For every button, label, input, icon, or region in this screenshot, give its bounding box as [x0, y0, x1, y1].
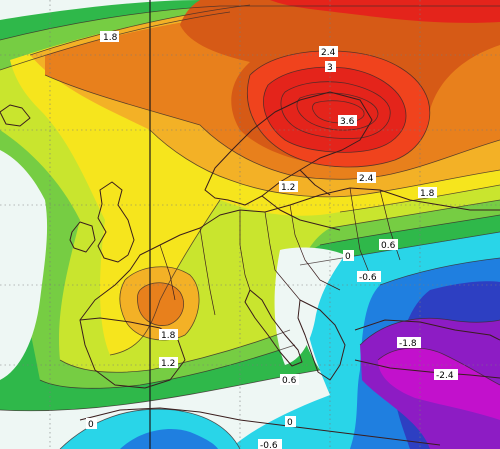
- contour-line: [0, 5, 500, 41]
- border-lines: [159, 187, 401, 316]
- coastline-great-britain: [97, 181, 135, 263]
- svg-text:1.2: 1.2: [281, 183, 295, 193]
- contour-line: [0, 369, 321, 412]
- band-pale-west: [0, 150, 48, 380]
- contour-line: [339, 184, 500, 213]
- svg-text:1.8: 1.8: [420, 189, 435, 199]
- contour-line: [379, 257, 500, 286]
- coastline-ireland: [69, 221, 96, 253]
- coastline-scandinavia: [204, 91, 373, 206]
- contour-label: -0.6: [357, 271, 381, 283]
- contour-line: [149, 129, 500, 198]
- svg-text:-0.6: -0.6: [359, 273, 377, 283]
- svg-text:3: 3: [327, 63, 333, 73]
- coastline-italy: [244, 289, 303, 367]
- svg-text:2.4: 2.4: [321, 48, 336, 58]
- contour-line: [280, 81, 391, 139]
- contour-label: 1.8: [159, 329, 178, 341]
- band-blue-south: [120, 428, 218, 449]
- coastline-iceland: [0, 104, 31, 127]
- svg-text:2.4: 2.4: [359, 174, 374, 184]
- coastline-north-africa: [79, 407, 441, 446]
- contour-label: 3.6: [338, 115, 357, 127]
- contour-line: [109, 199, 221, 356]
- contour-labels: 1.8 2.4 3 3.6 1.2 2.4 1.8 0.6: [86, 31, 458, 449]
- coastlines: [0, 91, 500, 446]
- svg-text:0: 0: [88, 420, 94, 430]
- band-pale-south: [274, 247, 345, 365]
- contour-line: [359, 317, 500, 346]
- svg-text:1.8: 1.8: [103, 33, 118, 43]
- contour-line: [39, 344, 296, 389]
- band-strong-red: [263, 67, 406, 153]
- contour-line: [377, 347, 500, 386]
- svg-text:0: 0: [345, 252, 351, 262]
- contour-label: 0: [285, 416, 296, 428]
- coastline-balkans: [297, 299, 346, 381]
- contour-label: -2.4: [434, 369, 458, 381]
- coastline-baltic: [261, 169, 341, 231]
- contour-label: 0: [343, 250, 354, 262]
- svg-text:3.6: 3.6: [340, 117, 355, 127]
- contour-line: [319, 214, 500, 246]
- contour-label: 2.4: [319, 46, 338, 58]
- svg-text:0: 0: [287, 418, 293, 428]
- contour-label: -0.6: [258, 439, 282, 449]
- contour-label: 3: [325, 61, 336, 73]
- band-orange-sw: [137, 282, 184, 326]
- svg-text:1.8: 1.8: [161, 331, 176, 341]
- svg-text:0.6: 0.6: [282, 376, 297, 386]
- contour-label: 2.4: [357, 172, 376, 184]
- contour-line: [29, 4, 251, 56]
- svg-text:0.6: 0.6: [381, 241, 396, 251]
- coastline-iberia: [79, 317, 186, 389]
- svg-text:1.2: 1.2: [161, 359, 175, 369]
- contour-line: [137, 282, 184, 326]
- contour-label: 0: [86, 418, 97, 430]
- contour-label: 1.8: [100, 31, 119, 43]
- contour-line: [44, 74, 500, 180]
- contour-label: 0.6: [280, 374, 299, 386]
- contour-label: 1.8: [418, 187, 437, 199]
- band-magenta: [378, 348, 500, 420]
- contour-line: [119, 266, 200, 341]
- contour-label: 0.6: [379, 239, 398, 251]
- coastline-turkey: [354, 319, 500, 379]
- svg-text:-1.8: -1.8: [399, 339, 417, 349]
- contour-label: 1.2: [159, 357, 178, 369]
- contour-line: [59, 329, 291, 373]
- contour-label: -1.8: [397, 337, 421, 349]
- contour-label: 1.2: [279, 181, 298, 193]
- svg-text:-0.6: -0.6: [260, 441, 278, 449]
- svg-text:-2.4: -2.4: [436, 371, 454, 381]
- contour-line: [329, 199, 500, 229]
